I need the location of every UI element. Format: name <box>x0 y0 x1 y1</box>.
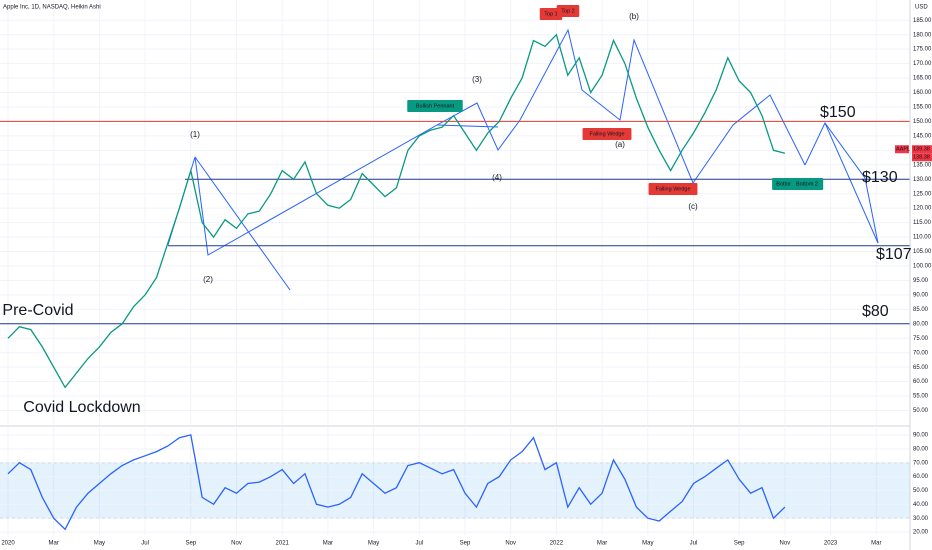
price-tag-label: AAPL <box>896 147 910 153</box>
y-tick-label: 40.00 <box>913 502 929 508</box>
x-tick-label: 2020 <box>1 541 15 547</box>
price-tag <box>895 145 909 154</box>
annotation-box <box>556 5 580 17</box>
x-tick-label: Nov <box>231 541 242 547</box>
annotation: (c) <box>688 202 698 211</box>
y-tick-label: 115.00 <box>913 220 932 226</box>
x-tick-label: May <box>94 541 105 547</box>
annotation: Falling Wedge <box>589 131 624 137</box>
annotation: Pre-Covid <box>2 302 73 319</box>
level-label: $80 <box>862 303 889 320</box>
annotation: (b) <box>629 12 639 21</box>
y-tick-label: 175.00 <box>913 47 932 53</box>
annotation-box <box>407 100 463 112</box>
x-tick-label: Sep <box>460 541 471 547</box>
x-tick-label: Sep <box>734 541 745 547</box>
x-tick-label: May <box>642 541 653 547</box>
annotation: (4) <box>492 173 502 182</box>
y-tick-label: 150.00 <box>913 119 932 125</box>
x-tick-label: Mar <box>323 541 333 547</box>
y-tick-label: 105.00 <box>913 249 932 255</box>
price-line <box>7 33 786 389</box>
y-tick-label: 125.00 <box>913 191 932 197</box>
x-tick-label: May <box>368 541 379 547</box>
y-tick-label: 60.00 <box>913 474 929 480</box>
level-label: $150 <box>820 104 856 121</box>
y-tick-label: 110.00 <box>913 235 932 241</box>
annotation: Falling Wedge <box>655 186 690 192</box>
annotation: Bullish Pennant <box>416 103 455 109</box>
annotation: (3) <box>472 75 482 84</box>
annotation: (1) <box>190 130 200 139</box>
annotation: Bottom 2 <box>796 181 818 187</box>
y-tick-label: 70.00 <box>913 460 929 466</box>
x-tick-label: Jul <box>415 541 423 547</box>
price-tag <box>912 153 932 162</box>
price-tag-label: 138.38 <box>913 155 930 161</box>
y-tick-label: 160.00 <box>913 90 932 96</box>
y-tick-label: 165.00 <box>913 76 932 82</box>
y-tick-label: 70.00 <box>913 350 929 356</box>
y-tick-label: 85.00 <box>913 307 929 313</box>
y-tick-label: 90.00 <box>913 433 929 439</box>
y-tick-label: 60.00 <box>913 379 929 385</box>
y-tick-label: 95.00 <box>913 278 929 284</box>
x-tick-label: Mar <box>871 541 881 547</box>
y-tick-label: 20.00 <box>913 530 929 536</box>
y-tick-label: 30.00 <box>913 516 929 522</box>
y-tick-label: 130.00 <box>913 177 932 183</box>
x-tick-label: 2021 <box>276 541 290 547</box>
x-tick-label: Nov <box>780 541 791 547</box>
x-tick-label: Jul <box>690 541 698 547</box>
x-tick-label: Jul <box>141 541 149 547</box>
wave-line <box>167 28 806 256</box>
x-tick-label: Nov <box>505 541 516 547</box>
pennant-line <box>436 124 499 128</box>
chart-header: Apple Inc, 1D, NASDAQ, Heikin Ashi <box>3 5 101 11</box>
projection <box>804 122 879 244</box>
annotation: Top 1 <box>544 11 557 17</box>
x-tick-label: Sep <box>185 541 196 547</box>
y-tick-label: 180.00 <box>913 32 932 38</box>
x-tick-label: Mar <box>597 541 607 547</box>
y-tick-label: 170.00 <box>913 61 932 67</box>
level-label: $130 <box>862 169 898 186</box>
projection <box>824 122 879 244</box>
price-line <box>7 434 786 531</box>
annotation-box <box>582 128 632 140</box>
y-tick-label: 75.00 <box>913 336 929 342</box>
y-tick-label: 135.00 <box>913 162 932 168</box>
annotation: Bottom <box>776 181 794 187</box>
price-tag <box>912 145 932 154</box>
annotation-box <box>539 8 563 20</box>
y-tick-label: 80.00 <box>913 446 929 452</box>
annotation: (a) <box>615 140 625 149</box>
annotation: (2) <box>203 275 213 284</box>
y-tick-label: 100.00 <box>913 264 932 270</box>
annotation-box <box>648 183 698 195</box>
x-tick-label: 2022 <box>550 541 564 547</box>
annotation: Covid Lockdown <box>23 399 140 416</box>
y-tick-label: 145.00 <box>913 133 932 139</box>
y-tick-label: 120.00 <box>913 206 932 212</box>
y-tick-label: 55.00 <box>913 394 929 400</box>
y-tick-label: 50.00 <box>913 408 929 414</box>
x-tick-label: 2023 <box>824 541 838 547</box>
y-tick-label: 65.00 <box>913 365 929 371</box>
plot <box>0 33 910 531</box>
trend-lines <box>167 28 879 291</box>
y-tick-label: 155.00 <box>913 105 932 111</box>
x-tick-label: Mar <box>49 541 59 547</box>
annotation: Top 2 <box>561 8 574 14</box>
y-tick-label: 80.00 <box>913 321 929 327</box>
y-tick-label: 185.00 <box>913 18 932 24</box>
annotation-box <box>790 178 824 190</box>
level-label: $107 <box>876 246 912 263</box>
currency: USD <box>915 5 928 11</box>
y-tick-label: 50.00 <box>913 488 929 494</box>
y-tick-label: 90.00 <box>913 292 929 298</box>
price-tag-label: 139.38 <box>913 147 930 153</box>
